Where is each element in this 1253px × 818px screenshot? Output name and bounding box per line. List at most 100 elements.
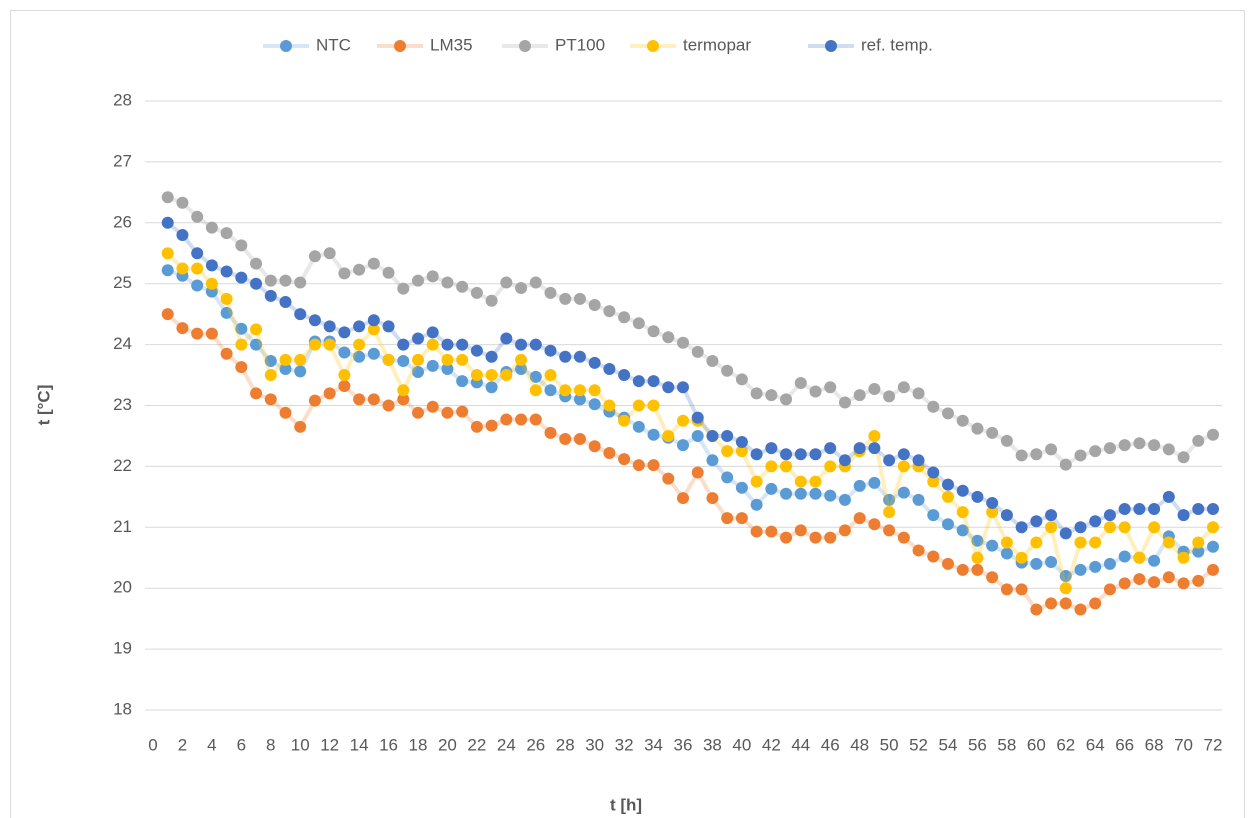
x-tick-label: 60: [1027, 735, 1046, 754]
marker: [647, 325, 660, 338]
marker: [235, 322, 248, 335]
marker: [500, 413, 513, 426]
marker: [897, 531, 910, 544]
marker: [161, 191, 174, 204]
marker: [1103, 509, 1116, 522]
marker: [294, 365, 307, 378]
marker: [308, 250, 321, 263]
marker: [1089, 560, 1102, 573]
marker: [1133, 437, 1146, 450]
marker: [838, 454, 851, 467]
y-tick-label: 23: [113, 395, 132, 414]
marker: [1207, 540, 1219, 553]
marker: [912, 544, 925, 557]
marker: [809, 475, 822, 488]
marker: [264, 393, 277, 406]
marker: [1089, 445, 1102, 458]
x-tick-label: 54: [939, 735, 958, 754]
legend-swatch-marker: [647, 40, 659, 52]
marker: [1000, 547, 1013, 560]
marker: [721, 429, 734, 442]
marker: [338, 346, 351, 359]
marker: [573, 393, 586, 406]
marker: [750, 498, 763, 511]
marker: [971, 551, 984, 564]
marker: [1192, 545, 1205, 558]
marker: [1118, 439, 1131, 452]
marker: [456, 375, 469, 388]
y-tick-label: 21: [113, 517, 132, 536]
marker: [367, 257, 380, 270]
x-tick-label: 4: [207, 735, 216, 754]
marker: [1074, 536, 1087, 549]
marker: [235, 239, 248, 252]
marker: [264, 369, 277, 382]
marker: [176, 322, 189, 335]
marker: [588, 299, 601, 312]
marker: [250, 338, 263, 351]
marker: [1000, 536, 1013, 549]
marker: [397, 338, 410, 351]
marker: [956, 506, 969, 519]
y-tick-label: 24: [113, 334, 132, 353]
marker: [250, 387, 263, 400]
marker: [323, 320, 336, 333]
legend-swatch-marker: [394, 40, 406, 52]
marker: [426, 270, 439, 283]
marker: [205, 277, 218, 290]
marker: [883, 454, 896, 467]
marker: [1089, 536, 1102, 549]
marker: [588, 356, 601, 369]
marker: [735, 445, 748, 458]
marker: [353, 350, 366, 363]
marker: [279, 274, 292, 287]
marker: [308, 338, 321, 351]
marker: [780, 393, 793, 406]
legend-swatch-marker: [825, 40, 837, 52]
x-tick-label: 48: [850, 735, 869, 754]
marker: [456, 280, 469, 293]
marker: [485, 350, 498, 363]
marker: [662, 429, 675, 442]
marker: [1059, 458, 1072, 471]
marker: [897, 460, 910, 473]
marker: [897, 448, 910, 461]
marker: [750, 387, 763, 400]
marker: [250, 277, 263, 290]
marker: [1030, 515, 1043, 528]
marker: [971, 490, 984, 503]
marker: [809, 531, 822, 544]
marker: [1000, 509, 1013, 522]
marker: [279, 353, 292, 366]
x-tick-label: 22: [467, 735, 486, 754]
y-tick-label: 18: [113, 699, 132, 718]
marker: [750, 448, 763, 461]
marker: [677, 414, 689, 427]
marker: [853, 512, 866, 525]
marker: [338, 380, 351, 393]
marker: [1162, 536, 1175, 549]
marker: [1162, 443, 1175, 456]
marker: [765, 442, 778, 455]
marker: [205, 327, 218, 340]
x-tick-label: 50: [880, 735, 899, 754]
legend-label: PT100: [555, 35, 605, 54]
marker: [544, 426, 557, 439]
marker: [338, 369, 351, 382]
marker: [927, 509, 940, 522]
marker: [470, 344, 483, 357]
marker: [1015, 551, 1028, 564]
marker: [1192, 574, 1205, 587]
marker: [515, 413, 528, 426]
marker: [1103, 583, 1116, 596]
marker: [1015, 521, 1028, 534]
marker: [412, 353, 424, 366]
marker: [485, 419, 498, 432]
marker: [279, 295, 292, 308]
x-tick-label: 28: [556, 735, 575, 754]
x-tick-label: 20: [438, 735, 457, 754]
marker: [485, 381, 498, 394]
marker: [426, 400, 439, 413]
marker: [735, 373, 748, 386]
marker: [632, 399, 645, 412]
